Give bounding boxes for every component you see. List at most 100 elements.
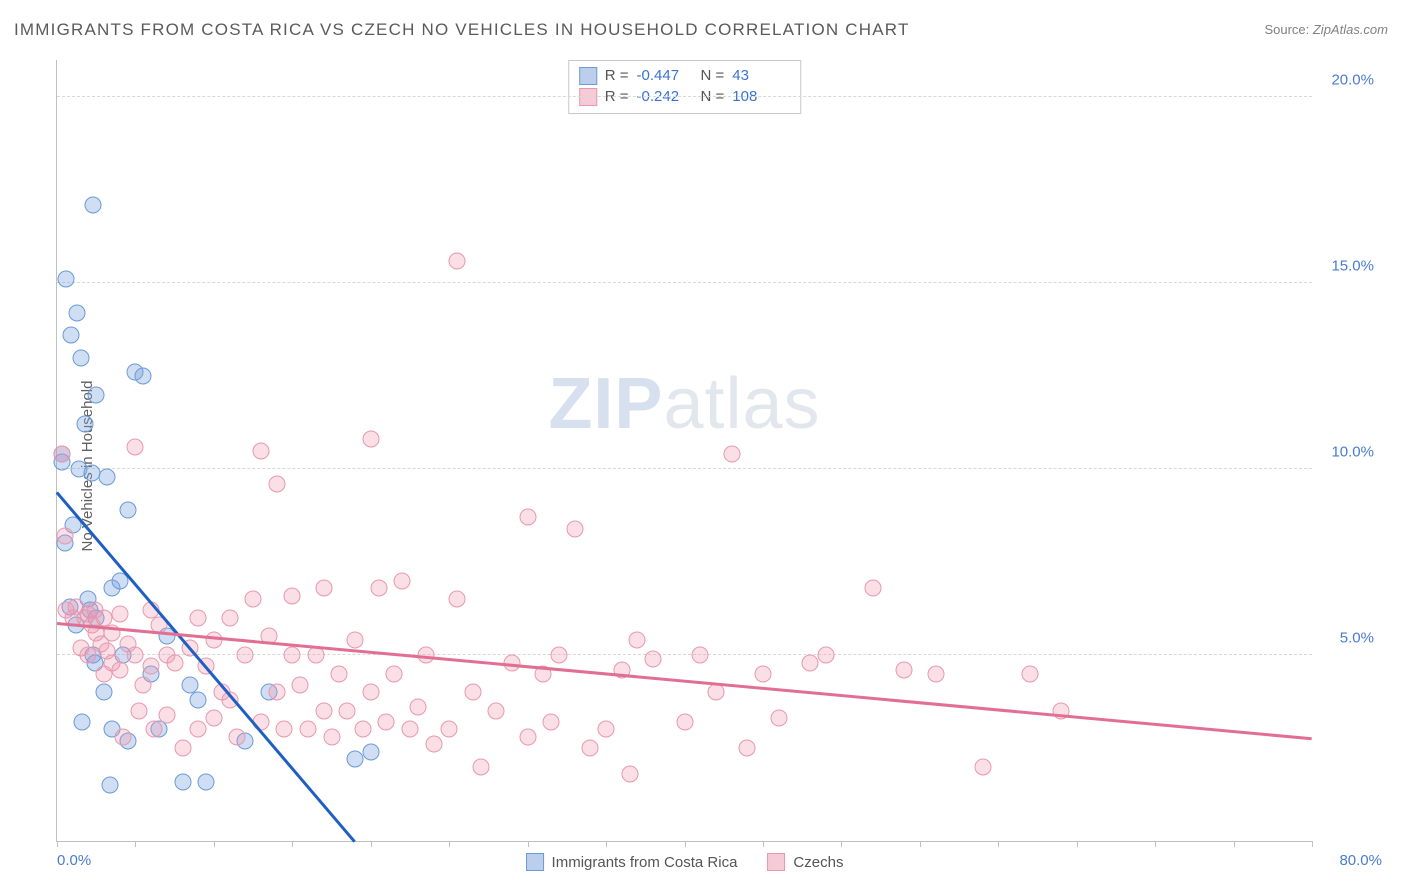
gridline-h (57, 282, 1312, 283)
scatter-point (85, 197, 102, 214)
scatter-point (229, 728, 246, 745)
scatter-point (315, 702, 332, 719)
legend-item-1: Czechs (767, 853, 843, 871)
stat-swatch-blue (579, 67, 597, 85)
scatter-point (102, 777, 119, 794)
gridline-h (57, 468, 1312, 469)
scatter-point (566, 520, 583, 537)
x-tick (841, 841, 842, 847)
scatter-point (362, 684, 379, 701)
y-tick-label: 5.0% (1340, 630, 1374, 647)
stat-n-value-0: 43 (732, 65, 788, 86)
scatter-point (307, 647, 324, 664)
scatter-point (551, 647, 568, 664)
scatter-point (347, 751, 364, 768)
scatter-point (58, 271, 75, 288)
scatter-point (770, 710, 787, 727)
source-attribution: Source: ZipAtlas.com (1264, 22, 1388, 37)
scatter-point (621, 766, 638, 783)
scatter-point (158, 706, 175, 723)
scatter-point (692, 647, 709, 664)
legend-swatch-pink (767, 853, 785, 871)
scatter-point (896, 661, 913, 678)
x-tick (292, 841, 293, 847)
watermark-rest: atlas (663, 364, 820, 444)
source-name: ZipAtlas.com (1313, 22, 1388, 37)
x-tick (449, 841, 450, 847)
scatter-point (72, 349, 89, 366)
scatter-point (237, 647, 254, 664)
scatter-point (598, 721, 615, 738)
scatter-point (370, 580, 387, 597)
scatter-point (629, 632, 646, 649)
chart-title: IMMIGRANTS FROM COSTA RICA VS CZECH NO V… (14, 20, 910, 40)
scatter-point (864, 580, 881, 597)
scatter-point (174, 740, 191, 757)
y-tick-label: 20.0% (1331, 72, 1374, 89)
x-tick (135, 841, 136, 847)
scatter-point (135, 368, 152, 385)
scatter-point (268, 684, 285, 701)
legend-label-1: Czechs (793, 854, 843, 871)
scatter-point (284, 587, 301, 604)
x-tick (998, 841, 999, 847)
legend-swatch-blue (526, 853, 544, 871)
scatter-point (449, 591, 466, 608)
scatter-point (1021, 665, 1038, 682)
scatter-point (927, 665, 944, 682)
scatter-point (284, 647, 301, 664)
scatter-point (166, 654, 183, 671)
scatter-point (362, 743, 379, 760)
scatter-point (127, 438, 144, 455)
scatter-point (543, 714, 560, 731)
correlation-statbox: R = -0.447 N = 43 R = -0.242 N = 108 (568, 60, 802, 114)
scatter-point (723, 446, 740, 463)
scatter-point (300, 721, 317, 738)
scatter-point (83, 464, 100, 481)
legend-label-0: Immigrants from Costa Rica (552, 854, 738, 871)
scatter-point (676, 714, 693, 731)
scatter-point (174, 773, 191, 790)
scatter-point (56, 528, 73, 545)
scatter-point (96, 684, 113, 701)
scatter-point (111, 661, 128, 678)
x-tick (685, 841, 686, 847)
scatter-point (323, 728, 340, 745)
scatter-point (198, 773, 215, 790)
scatter-point (802, 654, 819, 671)
scatter-point (401, 721, 418, 738)
scatter-point (519, 728, 536, 745)
scatter-point (488, 702, 505, 719)
legend-bottom: Immigrants from Costa Rica Czechs (526, 853, 844, 871)
legend-item-0: Immigrants from Costa Rica (526, 853, 738, 871)
stat-r-value-0: -0.447 (637, 65, 693, 86)
scatter-point (339, 702, 356, 719)
watermark: ZIPatlas (548, 363, 820, 445)
scatter-point (130, 702, 147, 719)
x-tick (1077, 841, 1078, 847)
scatter-point (77, 416, 94, 433)
scatter-point (127, 647, 144, 664)
scatter-point (74, 714, 91, 731)
scatter-point (519, 509, 536, 526)
scatter-point (205, 632, 222, 649)
scatter-point (347, 632, 364, 649)
scatter-point (739, 740, 756, 757)
scatter-point (394, 572, 411, 589)
scatter-point (707, 684, 724, 701)
x-tick (528, 841, 529, 847)
x-tick (920, 841, 921, 847)
x-tick (763, 841, 764, 847)
scatter-point (315, 580, 332, 597)
scatter-point (441, 721, 458, 738)
stat-n-label: N = (701, 65, 725, 86)
scatter-point (245, 591, 262, 608)
x-tick (1312, 841, 1313, 847)
x-tick (1155, 841, 1156, 847)
y-tick-label: 10.0% (1331, 444, 1374, 461)
x-tick (214, 841, 215, 847)
scatter-point (449, 252, 466, 269)
scatter-point (190, 609, 207, 626)
stat-row-series-0: R = -0.447 N = 43 (579, 65, 789, 86)
scatter-plot: ZIPatlas R = -0.447 N = 43 R = -0.242 N … (56, 60, 1312, 842)
